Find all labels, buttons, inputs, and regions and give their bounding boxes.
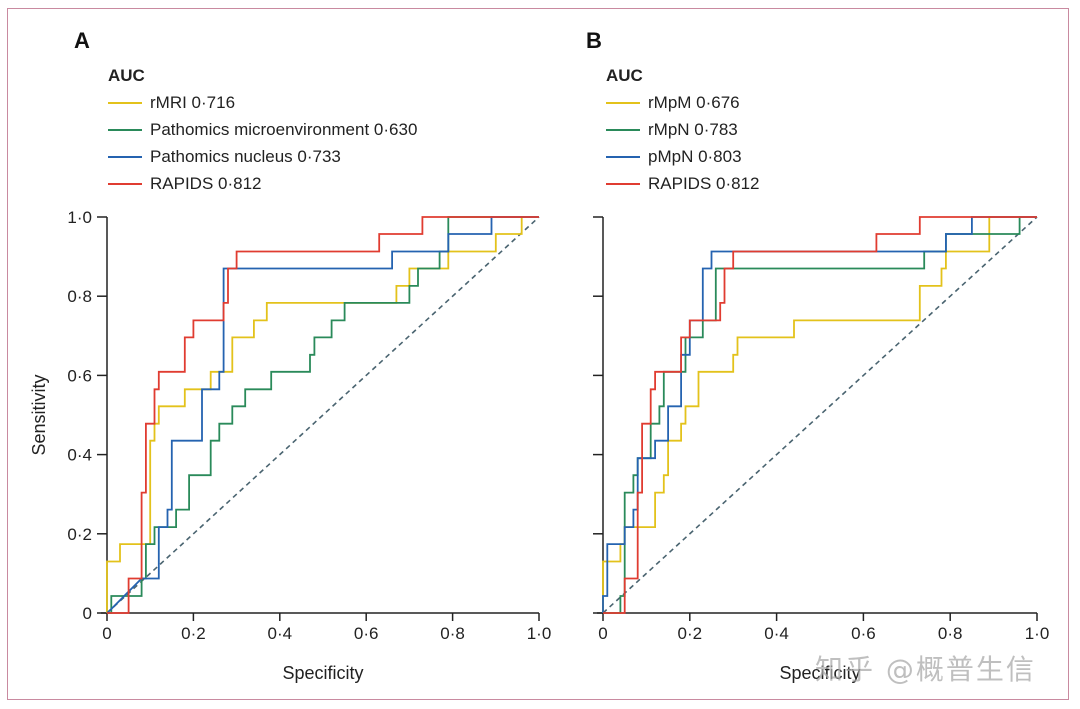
roc-curve-pathomics-microenvironment (107, 216, 539, 614)
legend-b: AUC rMpM 0·676 rMpN 0·783 pMpN 0·803 RAP… (606, 62, 760, 197)
x-axis-label: Specificity (779, 663, 860, 683)
legend-b-title: AUC (606, 66, 643, 85)
x-tick-label: 0·8 (938, 624, 963, 643)
legend-swatch (606, 101, 640, 104)
y-tick-label: 0·4 (67, 446, 92, 465)
legend-b-item: rMpN 0·783 (606, 116, 760, 143)
legend-b-item: pMpN 0·803 (606, 143, 760, 170)
legend-b-item: rMpM 0·676 (606, 89, 760, 116)
roc-curve-rapids (603, 216, 1037, 614)
legend-a-item: Pathomics nucleus 0·733 (108, 143, 417, 170)
x-axis-label: Specificity (282, 663, 363, 683)
x-tick-label: 0 (102, 624, 111, 643)
legend-swatch (606, 128, 640, 131)
legend-label: pMpN 0·803 (648, 147, 742, 166)
x-tick-label: 0·6 (851, 624, 876, 643)
x-tick-label: 0·2 (181, 624, 206, 643)
chance-diagonal-line (106, 216, 540, 614)
watermark: 知乎 @概普生信 (815, 653, 1036, 686)
legend-b-item: RAPIDS 0·812 (606, 170, 760, 197)
x-tick-label: 1·0 (1025, 624, 1050, 643)
legend-a-item: RAPIDS 0·812 (108, 170, 417, 197)
y-tick-label: 1·0 (67, 208, 92, 227)
y-tick-label: 0 (83, 604, 92, 623)
x-tick-label: 0·2 (678, 624, 703, 643)
y-axis-label: Sensitivity (29, 374, 49, 455)
x-tick-label: 0·4 (268, 624, 293, 643)
x-tick-label: 0·6 (354, 624, 379, 643)
y-tick-label: 0·2 (67, 525, 92, 544)
y-tick-label: 0·6 (67, 366, 92, 385)
legend-a-item: rMRI 0·716 (108, 89, 417, 116)
roc-curve-pathomics-nucleus (106, 216, 539, 614)
legend-swatch (108, 128, 142, 131)
panel-b-letter: B (586, 28, 602, 53)
legend-swatch (108, 101, 142, 104)
roc-curve-pmpn (602, 216, 1037, 613)
panel-a-letter: A (74, 28, 90, 53)
legend-label: Pathomics nucleus 0·733 (150, 147, 341, 166)
legend-a-item: Pathomics microenvironment 0·630 (108, 116, 417, 143)
legend-a-title: AUC (108, 66, 145, 85)
chance-diagonal-line (602, 216, 1038, 614)
x-tick-label: 0 (598, 624, 607, 643)
roc-curve-rapids (107, 216, 539, 614)
x-tick-label: 1·0 (527, 624, 552, 643)
legend-swatch (108, 182, 142, 185)
legend-swatch (606, 182, 640, 185)
legend-label: RAPIDS 0·812 (648, 174, 760, 193)
legend-label: rMRI 0·716 (150, 93, 236, 112)
legend-label: rMpN 0·783 (648, 120, 738, 139)
figure-border (7, 8, 1069, 700)
legend-label: Pathomics microenvironment 0·630 (150, 120, 418, 139)
legend-label: RAPIDS 0·812 (150, 174, 262, 193)
legend-label: rMpM 0·676 (648, 93, 740, 112)
x-tick-label: 0·8 (440, 624, 465, 643)
legend-swatch (108, 155, 142, 158)
roc-curve-rmpm (602, 216, 1037, 613)
x-tick-label: 0·4 (764, 624, 789, 643)
legend-a: AUC rMRI 0·716 Pathomics microenvironmen… (108, 62, 417, 197)
legend-swatch (606, 155, 640, 158)
y-tick-label: 0·8 (67, 287, 92, 306)
